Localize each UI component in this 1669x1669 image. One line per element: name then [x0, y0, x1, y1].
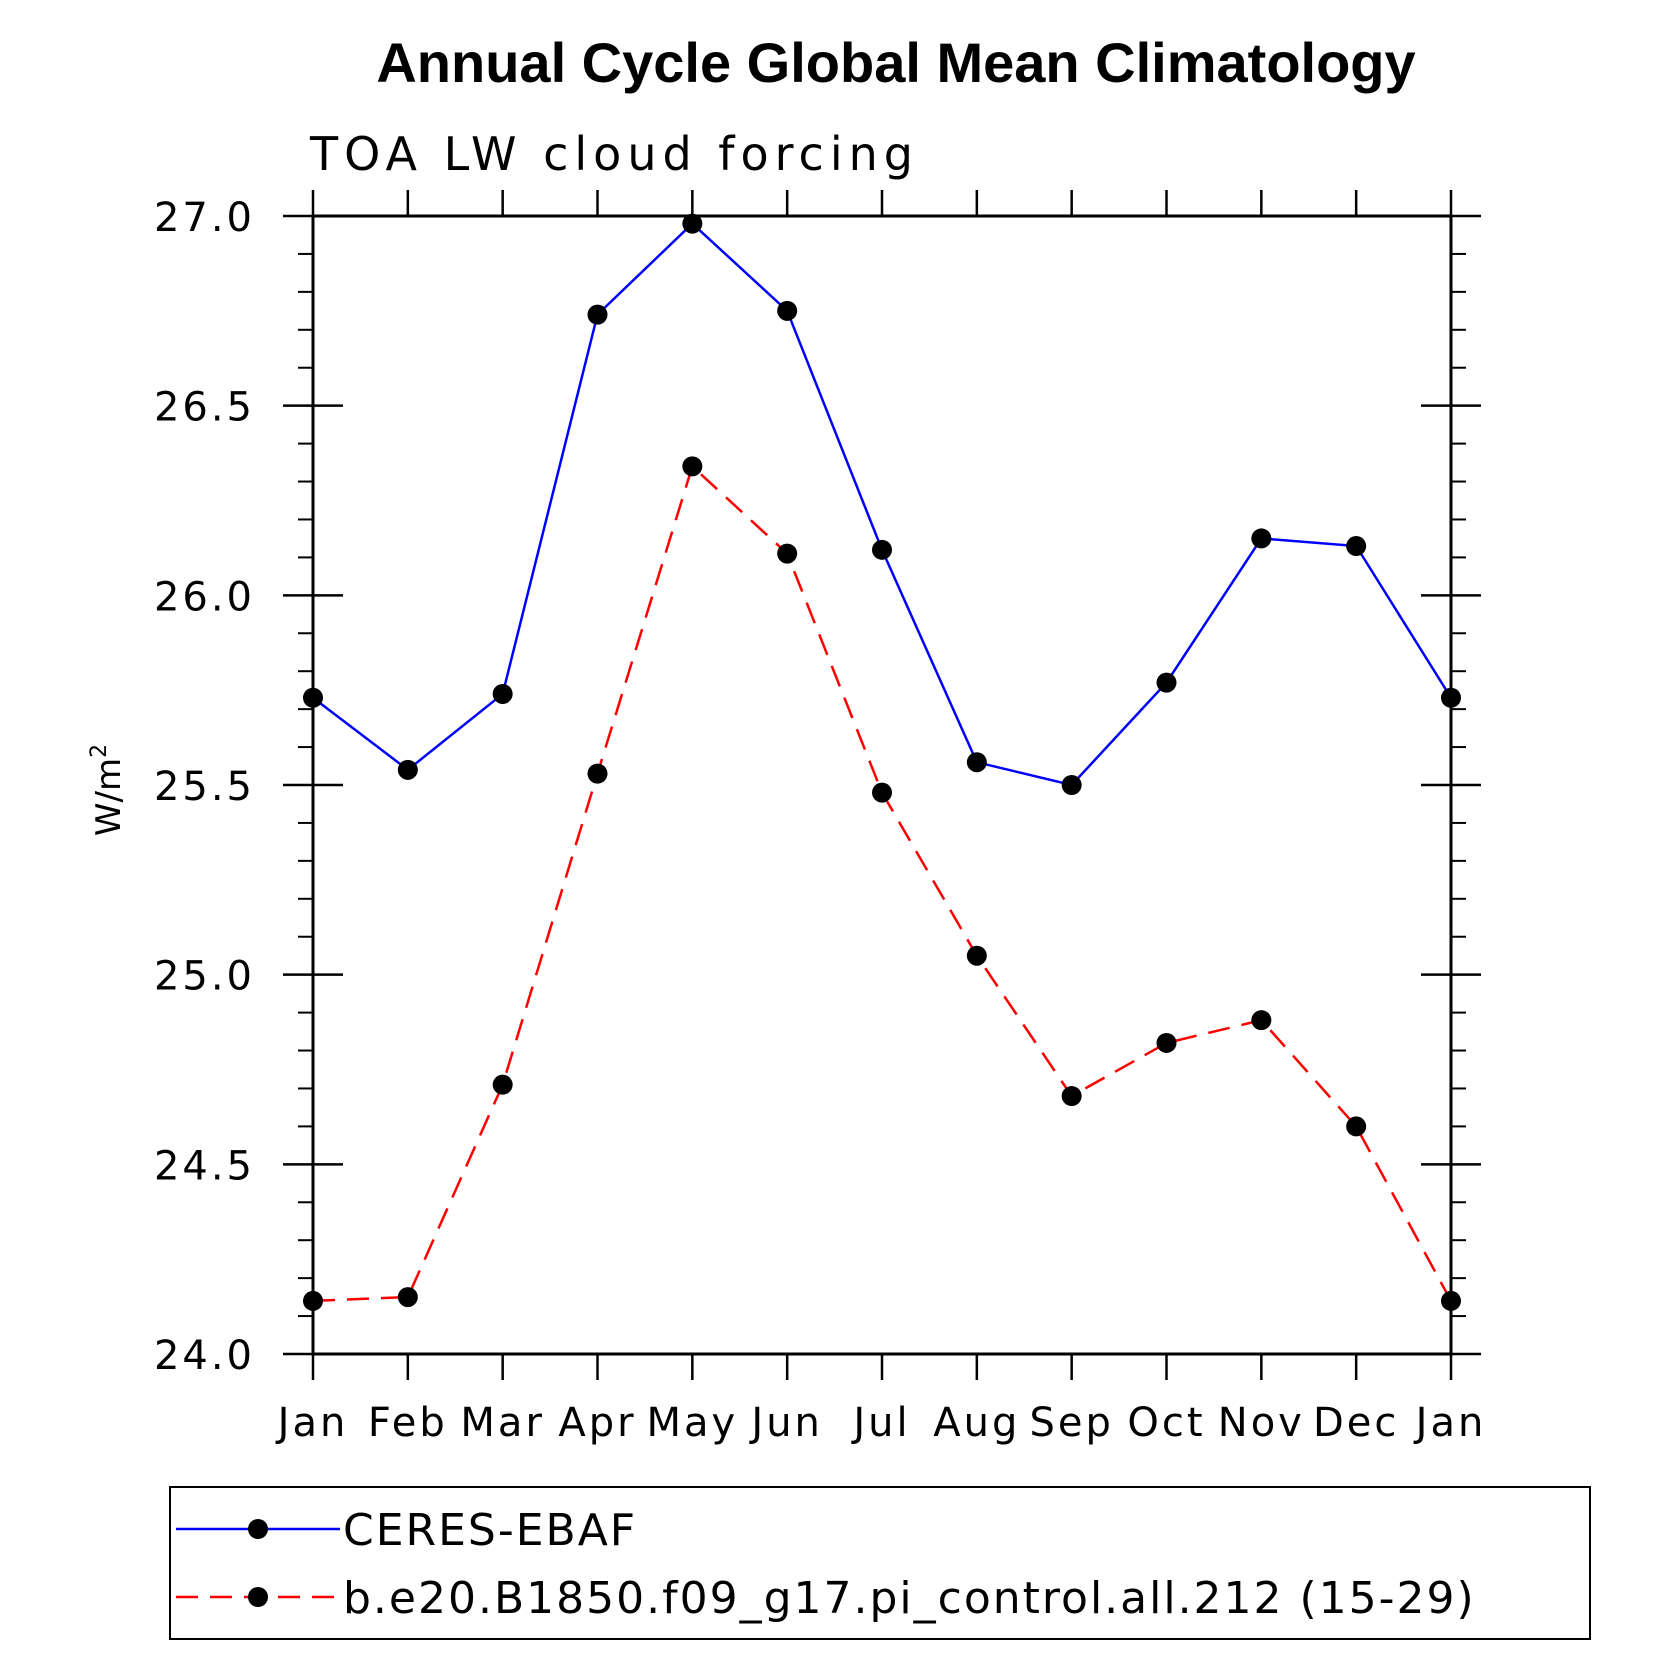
data-point	[587, 763, 608, 784]
x-tick-label: Oct	[1127, 1400, 1205, 1446]
data-point	[966, 945, 987, 966]
data-point	[1156, 1032, 1177, 1053]
legend-marker-model	[248, 1587, 268, 1607]
data-point	[303, 687, 323, 708]
legend-label-model: b.e20.B1850.f09_g17.pi_control.all.212 (…	[343, 1573, 1476, 1624]
data-point	[966, 752, 987, 773]
data-point	[1441, 1290, 1461, 1311]
data-point	[492, 1074, 513, 1095]
series-markers	[303, 213, 1461, 1311]
y-tick-label: 25.5	[154, 764, 255, 810]
chart-title: Annual Cycle Global Mean Climatology	[376, 31, 1415, 94]
x-tick-label: Jan	[1413, 1400, 1487, 1446]
x-tick-label: Jul	[850, 1400, 910, 1446]
data-point	[872, 539, 892, 560]
y-tick-label: 26.5	[154, 385, 255, 431]
data-point	[303, 1290, 323, 1311]
data-point	[1251, 1010, 1272, 1031]
series-lines	[312, 221, 1453, 1303]
data-point	[1061, 1086, 1082, 1107]
data-point	[1346, 1116, 1367, 1137]
data-point	[397, 759, 418, 780]
y-axis-label-text: W/m	[89, 758, 129, 836]
data-point	[587, 304, 608, 325]
x-tick-label: Nov	[1218, 1400, 1305, 1446]
data-point	[1061, 775, 1082, 795]
x-tick-label: Jun	[748, 1400, 823, 1446]
series-line-0	[312, 221, 1453, 787]
data-point	[777, 300, 798, 321]
x-tick-label: Sep	[1029, 1400, 1113, 1446]
data-point	[682, 213, 703, 234]
legend: CERES-EBAF b.e20.B1850.f09_g17.pi_contro…	[169, 1486, 1591, 1640]
y-tick-label: 27.0	[154, 195, 255, 241]
data-point	[1251, 528, 1272, 549]
data-point	[777, 543, 798, 564]
x-tick-label: Aug	[933, 1400, 1020, 1446]
x-tick-label: Mar	[460, 1400, 544, 1446]
data-point	[492, 683, 513, 704]
series-line-1	[312, 464, 1453, 1303]
y-tick-labels: 24.0 24.5 25.0 25.5 26.0 26.5 27.0	[154, 195, 255, 1379]
legend-box	[169, 1486, 1591, 1640]
x-tick-label: Feb	[368, 1400, 448, 1446]
y-tick-label: 24.5	[154, 1143, 255, 1189]
x-tick-label: May	[646, 1400, 738, 1446]
y-tick-label: 24.0	[154, 1333, 255, 1379]
axis-ticks	[283, 190, 1481, 1380]
legend-label-ceres: CERES-EBAF	[343, 1505, 637, 1556]
data-point	[1346, 536, 1367, 557]
y-axis-label: W/m2	[87, 744, 129, 836]
x-tick-labels: Jan Feb Mar Apr May Jun Jul Aug Sep Oct Nov Dec Jan	[275, 1400, 1487, 1446]
x-tick-label: Jan	[275, 1400, 349, 1446]
x-tick-label: Apr	[558, 1400, 636, 1446]
y-tick-label: 25.0	[154, 954, 255, 1000]
data-point	[682, 456, 703, 477]
y-axis-label-superscript: 2	[87, 744, 112, 758]
x-tick-label: Dec	[1313, 1400, 1399, 1446]
legend-marker-ceres	[248, 1519, 268, 1539]
y-tick-label: 26.0	[154, 574, 255, 620]
data-point	[872, 782, 892, 803]
data-point	[397, 1287, 418, 1308]
data-point	[1441, 687, 1461, 708]
data-point	[1156, 672, 1177, 693]
chart-subtitle: TOA LW cloud forcing	[309, 127, 919, 181]
